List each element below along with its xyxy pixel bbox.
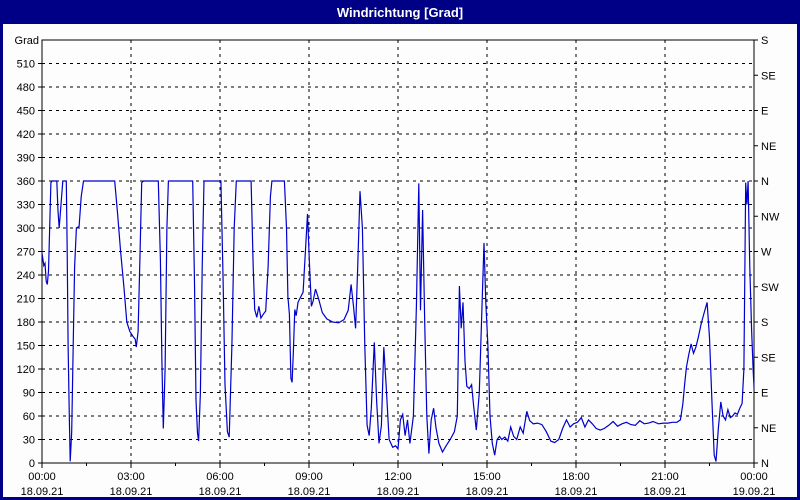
compass-tick-label: SW xyxy=(761,282,779,294)
y-axis-tick-label: 210 xyxy=(17,294,35,306)
title-bar: Windrichtung [Grad] xyxy=(0,0,800,24)
x-axis-time-label: 00:00 xyxy=(28,471,56,483)
x-axis-date-label: 18.09.21 xyxy=(466,486,509,497)
y-axis-tick-label: 90 xyxy=(23,388,35,400)
compass-tick-label: SE xyxy=(761,70,776,82)
y-axis-tick-label: 270 xyxy=(17,247,35,259)
window-title: Windrichtung [Grad] xyxy=(336,4,464,20)
compass-tick-label: S xyxy=(761,35,768,47)
y-axis-unit-label: Grad xyxy=(15,35,39,47)
y-axis-tick-label: 240 xyxy=(17,270,35,282)
x-axis-time-label: 03:00 xyxy=(117,471,145,483)
x-axis-time-label: 18:00 xyxy=(562,471,590,483)
compass-tick-label: E xyxy=(761,388,768,400)
chart-area: 0 30 60 90 120 150 180 210 240 270 300 330 360 390 420… xyxy=(3,24,797,497)
y-axis-tick-label: 30 xyxy=(23,435,35,447)
axis-labels: 0 30 60 90 120 150 180 210 240 270 300 330 360 390 420… xyxy=(15,35,780,497)
data-series xyxy=(41,180,755,462)
y-axis-tick-label: 360 xyxy=(17,176,35,188)
y-axis-tick-label: 480 xyxy=(17,82,35,94)
x-axis-time-label: 21:00 xyxy=(651,471,679,483)
y-axis-tick-label: 420 xyxy=(17,129,35,141)
y-axis-tick-label: 60 xyxy=(23,411,35,423)
x-axis-date-label: 18.09.21 xyxy=(377,486,420,497)
y-axis-tick-label: 450 xyxy=(17,106,35,118)
y-axis-tick-label: 180 xyxy=(17,317,35,329)
compass-tick-label: N xyxy=(761,458,769,470)
grid-lines xyxy=(42,40,754,463)
x-axis-time-label: 09:00 xyxy=(295,471,323,483)
wind-direction-line xyxy=(41,180,755,462)
y-axis-tick-label: 330 xyxy=(17,200,35,212)
wind-direction-chart: 0 30 60 90 120 150 180 210 240 270 300 330 360 390 420… xyxy=(15,35,780,497)
y-axis-tick-label: 390 xyxy=(17,153,35,165)
x-axis-time-label: 06:00 xyxy=(206,471,234,483)
y-axis-tick-label: 0 xyxy=(29,458,35,470)
compass-tick-label: NE xyxy=(761,141,776,153)
x-axis-date-label: 18.09.21 xyxy=(110,486,153,497)
x-axis-time-label: 00:00 xyxy=(740,471,768,483)
compass-tick-label: E xyxy=(761,106,768,118)
x-axis-time-label: 12:00 xyxy=(384,471,412,483)
axes xyxy=(38,39,758,468)
compass-tick-label: SE xyxy=(761,352,776,364)
x-axis-date-label: 18.09.21 xyxy=(199,486,242,497)
y-axis-tick-label: 120 xyxy=(17,364,35,376)
x-axis-date-label: 18.09.21 xyxy=(21,486,64,497)
y-axis-tick-label: 300 xyxy=(17,223,35,235)
compass-tick-label: W xyxy=(761,247,772,259)
y-axis-tick-label: 150 xyxy=(17,341,35,353)
compass-tick-label: N xyxy=(761,176,769,188)
x-axis-date-label: 19.09.21 xyxy=(733,486,776,497)
y-axis-tick-label: 510 xyxy=(17,59,35,71)
compass-tick-label: NW xyxy=(761,211,780,223)
x-axis-date-label: 18.09.21 xyxy=(288,486,331,497)
x-axis-date-label: 18.09.21 xyxy=(644,486,687,497)
x-axis-time-label: 15:00 xyxy=(473,471,501,483)
x-axis-date-label: 18.09.21 xyxy=(555,486,598,497)
compass-tick-label: NE xyxy=(761,423,776,435)
compass-tick-label: S xyxy=(761,317,768,329)
